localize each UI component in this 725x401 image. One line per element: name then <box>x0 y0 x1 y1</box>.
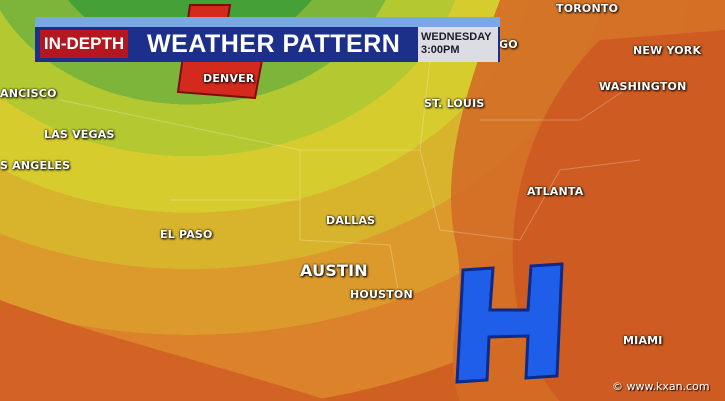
title-banner: IN-DEPTH WEATHER PATTERN WEDNESDAY 3:00P… <box>35 17 500 62</box>
city-label-chicago: GO <box>499 38 518 51</box>
city-label-washington: WASHINGTON <box>599 80 687 93</box>
city-label-denver: DENVER <box>203 72 255 85</box>
website-watermark: © www.kxan.com <box>612 380 710 393</box>
city-label-miami: MIAMI <box>623 334 663 347</box>
in-depth-tag: IN-DEPTH <box>40 30 128 58</box>
city-label-atlanta: ATLANTA <box>527 185 584 198</box>
city-label-las-vegas: LAS VEGAS <box>44 128 115 141</box>
banner-accent-strip <box>35 17 500 27</box>
date-time-box: WEDNESDAY 3:00PM <box>418 27 498 62</box>
city-label-dallas: DALLAS <box>326 214 376 227</box>
day-label: WEDNESDAY <box>421 31 492 43</box>
city-label-new-york: NEW YORK <box>633 44 702 57</box>
city-label-el-paso: EL PASO <box>160 228 213 241</box>
state-borders <box>59 59 641 301</box>
time-label: 3:00PM <box>421 44 460 56</box>
high-pressure-symbol <box>455 262 564 384</box>
banner-title: WEATHER PATTERN <box>147 30 401 58</box>
city-label-toronto: TORONTO <box>556 2 619 15</box>
city-label-st-louis: ST. LOUIS <box>424 97 485 110</box>
city-label-san-francisco: ANCISCO <box>0 87 57 100</box>
city-label-austin: AUSTIN <box>300 261 368 280</box>
city-label-houston: HOUSTON <box>350 288 413 301</box>
city-label-los-angeles: S ANGELES <box>0 159 71 172</box>
